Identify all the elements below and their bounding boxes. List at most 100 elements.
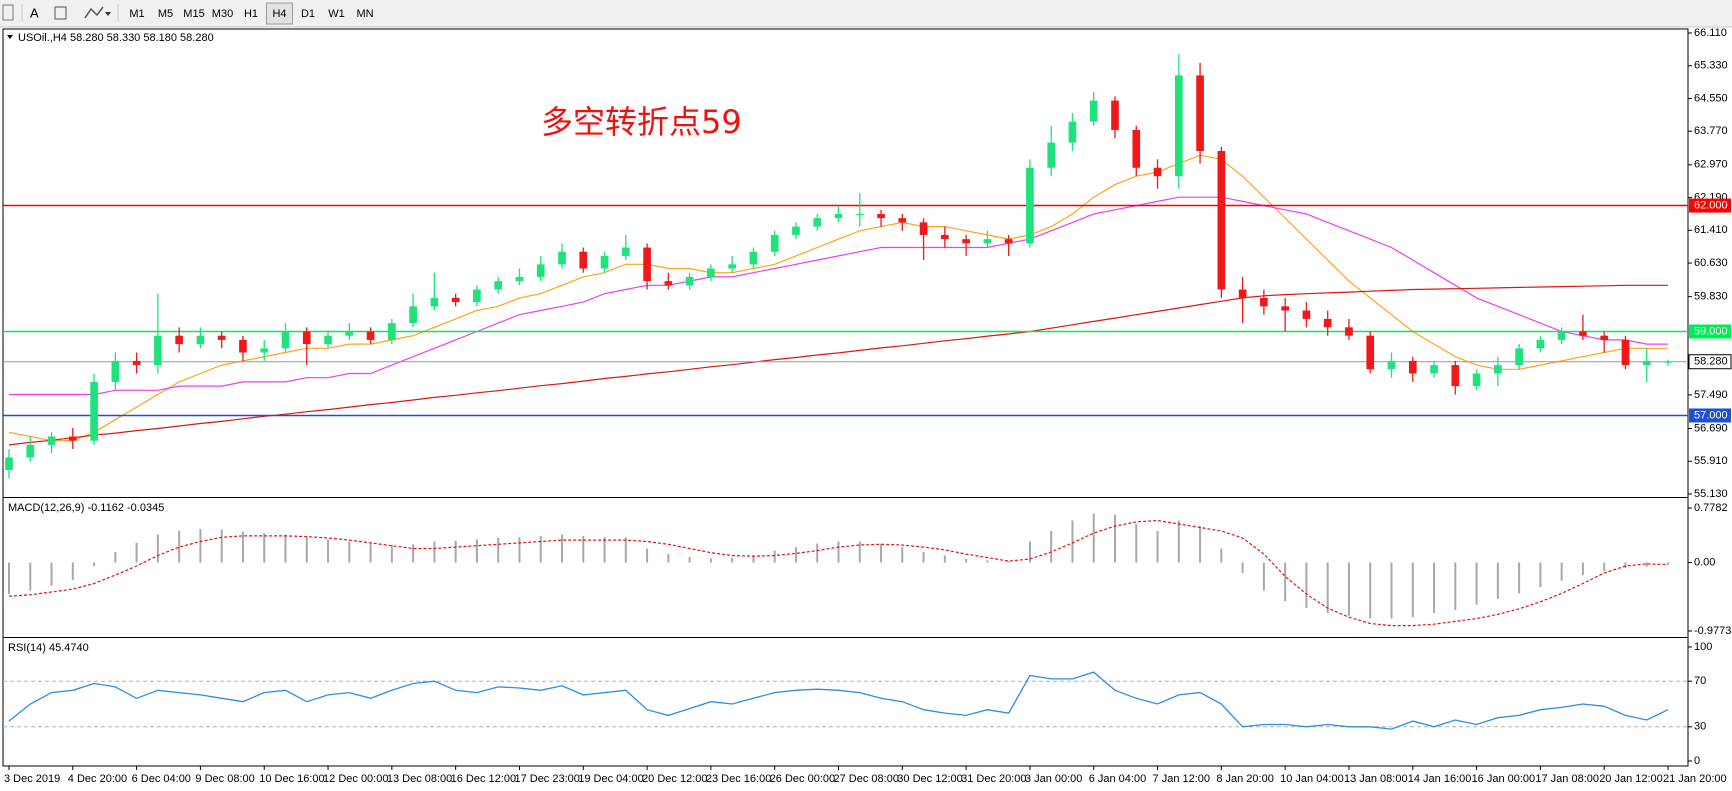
rsi-line <box>8 671 1669 730</box>
price-label: 57.000 <box>1694 409 1728 421</box>
candle-body <box>345 331 354 336</box>
x-tick-label: 13 Jan 08:00 <box>1344 773 1408 785</box>
x-tick-label: 7 Jan 12:00 <box>1153 773 1211 785</box>
candle-body <box>834 213 843 219</box>
timeframe-label[interactable]: H4 <box>272 8 286 20</box>
timeframe-label[interactable]: D1 <box>301 8 315 20</box>
candle-body <box>1642 360 1651 366</box>
x-tick-label: 27 Dec 08:00 <box>834 773 899 785</box>
timeframe-button[interactable] <box>323 3 350 24</box>
y-tick-label: 65.330 <box>1694 60 1728 72</box>
candle-body <box>1047 142 1056 168</box>
y-tick-label: 57.490 <box>1694 389 1728 401</box>
candle-body <box>1026 167 1034 244</box>
candle-body <box>388 323 396 340</box>
candle-body <box>685 276 694 286</box>
candle-body <box>813 218 822 227</box>
candle-body <box>217 335 226 340</box>
candle-body <box>1068 121 1077 143</box>
x-tick-label: 16 Dec 12:00 <box>451 773 516 785</box>
moving-average <box>8 284 1668 446</box>
timeframe-button[interactable] <box>152 3 179 24</box>
x-tick-label: 17 Jan 08:00 <box>1535 773 1599 785</box>
timeframe-button[interactable] <box>124 3 150 24</box>
price-label-box <box>1689 408 1731 423</box>
candle-body <box>430 297 439 307</box>
candle-body <box>877 213 885 219</box>
timeframe-label[interactable]: M15 <box>183 8 204 20</box>
x-tick-label: 21 Jan 20:00 <box>1663 773 1727 785</box>
candle-body <box>728 264 736 269</box>
candle-body <box>983 239 992 244</box>
y-tick-label: 30 <box>1694 721 1706 733</box>
candle-body <box>1557 331 1566 340</box>
macd-title: MACD(12,26,9) -0.1162 -0.0345 <box>8 502 164 514</box>
x-tick-label: 19 Dec 04:00 <box>578 773 643 785</box>
candle-body <box>1451 365 1460 387</box>
annotation: 多空转折点59 <box>541 103 742 141</box>
timeframe-button[interactable] <box>181 3 207 24</box>
y-tick-label: 56.690 <box>1694 422 1728 434</box>
timeframe-button[interactable] <box>209 3 236 24</box>
moving-average <box>9 196 1668 396</box>
candle-body <box>1281 306 1289 311</box>
title-triangle <box>7 35 13 39</box>
candle-body <box>1387 360 1396 370</box>
candle-body <box>1217 150 1226 290</box>
timeframe-button[interactable] <box>238 3 264 24</box>
chart-frame <box>2 28 1689 767</box>
timeframe-button[interactable] <box>352 3 378 24</box>
y-tick-label: 55.910 <box>1694 455 1728 467</box>
x-tick-label: 3 Dec 2019 <box>4 773 60 785</box>
label-tool[interactable] <box>54 6 67 20</box>
candle-body <box>494 281 503 290</box>
x-tick-label: 31 Dec 20:00 <box>961 773 1026 785</box>
candle-body <box>409 306 417 324</box>
candle-body <box>515 276 524 282</box>
candle-body <box>26 444 35 458</box>
x-tick-label: 26 Dec 00:00 <box>770 773 835 785</box>
y-tick-label: 62.970 <box>1694 159 1728 171</box>
x-tick-label: 4 Dec 20:00 <box>68 773 127 785</box>
x-tick-label: 13 Dec 08:00 <box>387 773 452 785</box>
candle-body <box>1408 360 1417 374</box>
candle-body <box>47 436 56 445</box>
candle-body <box>175 335 183 345</box>
cursor-icon[interactable] <box>2 4 14 21</box>
candle-body <box>1132 129 1141 168</box>
price-label: 59.000 <box>1694 325 1728 337</box>
price-label-box <box>1688 354 1732 370</box>
dropdown-arrow[interactable] <box>105 12 111 16</box>
timeframe-label[interactable]: M5 <box>158 8 173 20</box>
macd-signal-line <box>8 519 1669 627</box>
candle-body <box>451 297 460 303</box>
candle-body <box>196 335 205 345</box>
timeframe-button[interactable] <box>295 3 321 24</box>
y-tick-label: 60.630 <box>1694 257 1728 269</box>
candle-body <box>1366 335 1375 370</box>
candle-body <box>770 234 779 252</box>
timeframe-label[interactable]: MN <box>356 8 373 20</box>
x-tick-label: 23 Dec 16:00 <box>706 773 771 785</box>
candle-body <box>1600 335 1609 340</box>
candle-body <box>111 360 120 382</box>
candle-body <box>1174 75 1183 177</box>
y-tick-label: 100 <box>1694 641 1712 653</box>
rsi-title: RSI(14) 45.4740 <box>8 642 89 654</box>
candle-body <box>1515 348 1523 366</box>
timeframe-button[interactable] <box>266 2 293 25</box>
candle-body <box>324 335 332 345</box>
candle-body <box>1621 339 1630 366</box>
candle-body <box>898 218 907 223</box>
shapes-tool[interactable] <box>84 6 104 19</box>
candle-body <box>1302 310 1311 319</box>
candle-body <box>749 251 758 265</box>
timeframe-label[interactable]: H1 <box>244 8 258 20</box>
chart-title: USOil.,H4 58.280 58.330 58.180 58.280 <box>18 32 214 44</box>
timeframe-label[interactable]: M30 <box>212 8 233 20</box>
timeframe-label[interactable]: W1 <box>328 8 345 20</box>
text-tool[interactable]: A <box>30 5 39 20</box>
x-tick-label: 6 Dec 04:00 <box>132 773 191 785</box>
price-label: 62.000 <box>1694 199 1728 211</box>
timeframe-label[interactable]: M1 <box>129 8 144 20</box>
